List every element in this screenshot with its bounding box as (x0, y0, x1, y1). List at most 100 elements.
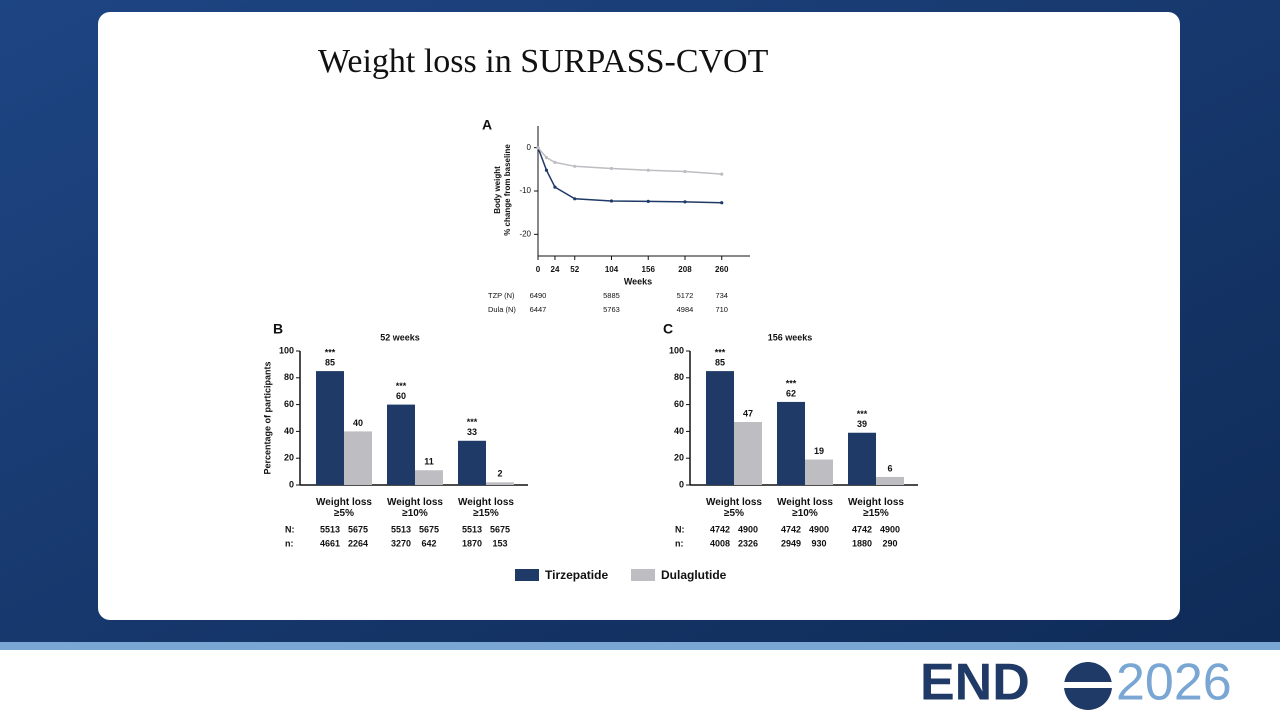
table-value: 2264 (348, 538, 368, 548)
point (646, 199, 650, 203)
table-value: 642 (421, 538, 436, 548)
table-value: 5513 (462, 524, 482, 534)
bar (344, 431, 372, 485)
y-tick-label: 80 (674, 372, 684, 382)
at-risk-value: 6490 (530, 291, 547, 300)
y-tick-label: 60 (674, 399, 684, 409)
value-label: 19 (814, 446, 824, 456)
x-tick-label: Weight loss ≥5% (316, 497, 372, 519)
logo-right: 2026 (1116, 654, 1232, 712)
point (683, 169, 687, 174)
table-value: 4008 (710, 538, 730, 548)
x-tick-label: 104 (605, 265, 619, 274)
x-tick-label: 260 (715, 265, 729, 274)
point (573, 197, 577, 201)
value-label: 85 (325, 357, 335, 367)
value-label: 85 (715, 357, 725, 367)
point (536, 146, 540, 150)
value-label: 6 (887, 463, 892, 473)
bar (706, 371, 734, 485)
bar (415, 470, 443, 485)
bar (805, 459, 833, 485)
panel-label: B (273, 321, 283, 337)
legend-swatch (631, 569, 655, 581)
panel-label: C (663, 321, 673, 337)
x-tick-label: 24 (551, 265, 560, 274)
point (683, 200, 687, 204)
significance: *** (325, 347, 336, 357)
x-tick-label: 52 (570, 265, 579, 274)
significance: *** (467, 417, 478, 427)
significance: *** (786, 378, 797, 388)
stripe (0, 642, 1280, 650)
value-label: 39 (857, 419, 867, 429)
point (544, 156, 549, 160)
y-tick-label: 0 (679, 479, 684, 489)
legend-swatch (515, 569, 539, 581)
bar (486, 482, 514, 485)
at-risk-value: 5885 (603, 291, 620, 300)
x-tick-label: Weight loss ≥5% (706, 497, 762, 519)
table-value: 153 (492, 538, 507, 548)
bar (387, 404, 415, 485)
x-tick-label: 156 (642, 265, 656, 274)
point (609, 199, 614, 203)
table-label: N: (285, 524, 295, 534)
y-tick-label: 0 (527, 143, 532, 152)
x-tick-label: 0 (536, 265, 541, 274)
y-tick-label: 100 (669, 345, 684, 355)
table-value: 4742 (852, 524, 872, 534)
panel-label: A (482, 117, 492, 133)
table-value: 5513 (320, 524, 340, 534)
table-value: 4742 (781, 524, 801, 534)
at-risk-value: 5172 (677, 291, 694, 300)
at-risk-value: 4984 (677, 305, 694, 314)
value-label: 60 (396, 391, 406, 401)
at-risk-value: 5763 (603, 305, 620, 314)
at-risk-value: 6447 (530, 305, 547, 314)
y-tick-label: -20 (519, 229, 531, 238)
at-risk-value: 734 (715, 291, 728, 300)
content-panel (98, 12, 1180, 620)
table-value: 1880 (852, 538, 872, 548)
y-tick-label: 100 (279, 345, 294, 355)
y-tick-label: 80 (284, 372, 294, 382)
bar (734, 422, 762, 485)
value-label: 33 (467, 427, 477, 437)
y-tick-label: 20 (674, 453, 684, 463)
table-value: 5675 (348, 524, 368, 534)
table-value: 1870 (462, 538, 482, 548)
y-tick-label: -10 (519, 186, 531, 195)
slide-title: Weight loss in SURPASS-CVOT (318, 43, 769, 80)
point (553, 160, 557, 164)
value-label: 47 (743, 408, 753, 418)
bar (458, 440, 486, 485)
table-value: 3270 (391, 538, 411, 548)
at-risk-label: Dula (N) (488, 305, 516, 314)
x-tick-label: Weight loss ≥10% (387, 497, 443, 519)
x-tick-label: Weight loss ≥15% (848, 497, 904, 519)
table-value: 5675 (490, 524, 510, 534)
point (720, 172, 724, 176)
point (544, 168, 549, 172)
bar (876, 476, 904, 485)
table-value: 2326 (738, 538, 758, 548)
y-axis-label: % change from baseline (503, 144, 512, 236)
value-label: 62 (786, 388, 796, 398)
table-label: n: (285, 538, 294, 548)
value-label: 2 (497, 469, 502, 479)
value-label: 11 (424, 457, 434, 467)
table-value: 4900 (880, 524, 900, 534)
bar (777, 401, 805, 485)
line (537, 147, 722, 204)
x-tick-label: 208 (678, 265, 692, 274)
legend-label: Tirzepatide (545, 568, 608, 582)
y-tick-label: 20 (284, 453, 294, 463)
table-value: 4900 (809, 524, 829, 534)
significance: *** (857, 409, 868, 419)
point (609, 166, 614, 171)
bar (848, 432, 876, 485)
table-value: 4900 (738, 524, 758, 534)
x-tick-label: Weight loss ≥15% (458, 497, 514, 519)
